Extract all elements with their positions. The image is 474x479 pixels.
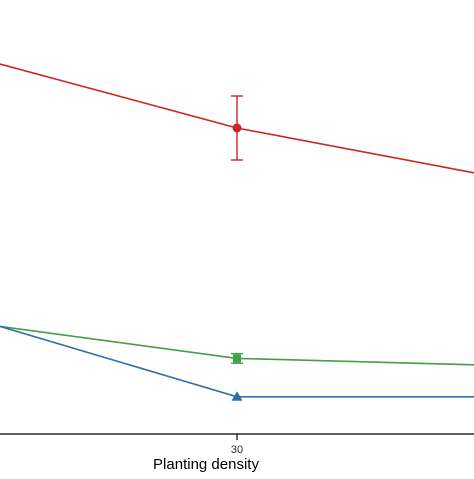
series-0 <box>0 63 474 174</box>
x-axis-ticks: 30 <box>231 434 243 456</box>
plot-area <box>0 63 474 401</box>
x-tick-label-0: 30 <box>231 444 243 456</box>
x-axis-title: Planting density <box>153 456 259 473</box>
series-2-point-1 <box>231 391 243 401</box>
series-1-point-1 <box>233 354 241 363</box>
series-0-point-1 <box>232 123 242 133</box>
series-1 <box>0 325 474 366</box>
series-2 <box>0 325 474 401</box>
